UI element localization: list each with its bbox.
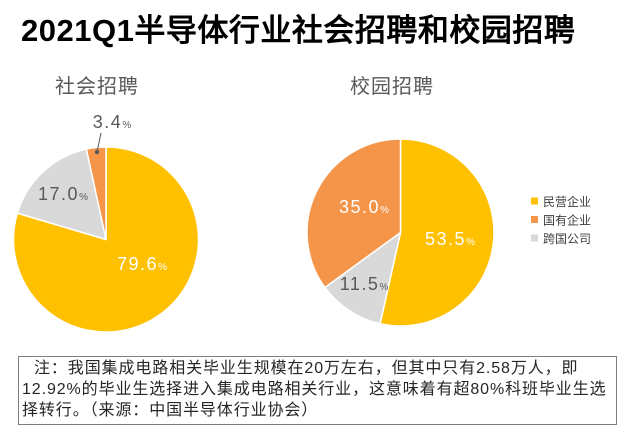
legend-label-private-enterprise: 民营企业	[543, 194, 591, 209]
pie-slice-campus-recruitment-private-enterprise	[379, 138, 495, 327]
pie-slice-social-recruitment-multinational	[16, 148, 107, 241]
pie-slice-campus-recruitment-multinational	[324, 231, 402, 325]
leader-dot-social-recruitment-state-owned-enterprise	[94, 149, 100, 155]
data-label-campus-recruitment-multinational: 11.5%	[340, 274, 389, 294]
pie-chart-social-recruitment: 79.6%3.4%17.0%	[12, 112, 200, 333]
data-label-campus-recruitment-state-owned-enterprise: 35.0%	[339, 197, 389, 217]
data-label-value: 17.0	[38, 184, 79, 204]
note-line: 注：我国集成电路相关毕业生规模在20万左右，但其中只有2.58万人，即	[34, 360, 579, 377]
pie-slice-campus-recruitment-state-owned-enterprise	[306, 138, 402, 289]
data-label-value: 53.5	[425, 229, 466, 249]
leader-line-social-recruitment-state-owned-enterprise	[96, 132, 102, 153]
data-label-social-recruitment-state-owned-enterprise: 3.4%	[93, 112, 132, 132]
data-label-social-recruitment-multinational: 17.0%	[38, 184, 88, 204]
data-label-unit: %	[158, 262, 167, 273]
data-label-campus-recruitment-private-enterprise: 53.5%	[425, 229, 475, 249]
legend-label-multinational: 跨国公司	[543, 232, 591, 246]
legend-swatch-state-owned-enterprise	[531, 216, 538, 223]
note-line: 12.92%的毕业生选择进入集成电路相关行业，这意味着有超80%科班毕业生选	[22, 381, 607, 398]
data-label-value: 11.5	[340, 274, 380, 294]
data-label-unit: %	[379, 282, 388, 293]
data-label-unit: %	[79, 192, 88, 203]
data-label-value: 79.6	[117, 254, 158, 274]
pie-chart-campus-recruitment: 53.5%35.0%11.5%	[306, 138, 495, 327]
page-title: 2021Q1半导体行业社会招聘和校园招聘	[21, 13, 576, 48]
data-label-unit: %	[122, 120, 131, 131]
data-label-unit: %	[466, 237, 475, 248]
note-line: 择转行。（来源：中国半导体行业协会）	[22, 402, 319, 419]
data-label-unit: %	[380, 205, 389, 216]
note-box: 注：我国集成电路相关毕业生规模在20万左右，但其中只有2.58万人，即 12.9…	[18, 356, 617, 425]
data-label-value: 3.4	[93, 112, 123, 132]
data-label-social-recruitment-private-enterprise: 79.6%	[117, 254, 167, 274]
chart-title-social-recruitment: 社会招聘	[55, 75, 139, 98]
chart-title-campus-recruitment: 校园招聘	[350, 75, 434, 98]
pie-slice-social-recruitment-state-owned-enterprise	[85, 146, 107, 241]
legend-swatch-private-enterprise	[531, 197, 538, 205]
legend-label-state-owned-enterprise: 国有企业	[543, 213, 591, 228]
legend-swatch-multinational	[531, 234, 538, 242]
legend: 民营企业 国有企业 跨国公司	[531, 194, 591, 246]
data-label-value: 35.0	[339, 197, 380, 217]
